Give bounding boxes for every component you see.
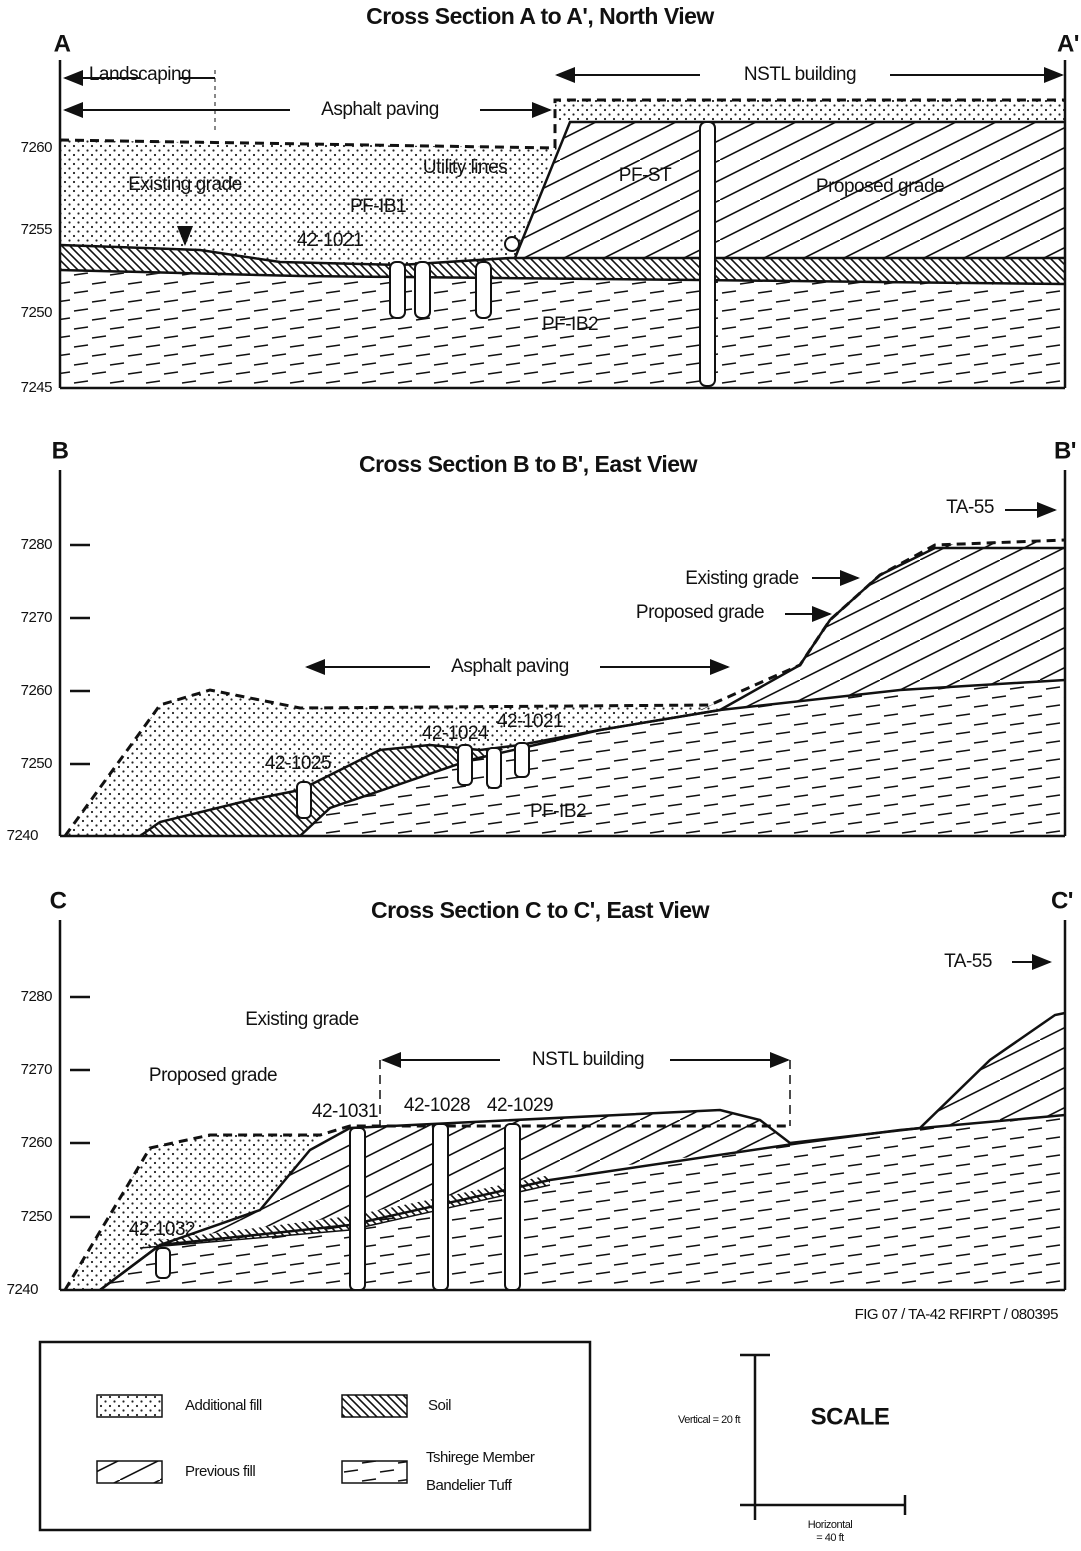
legend-swatch <box>342 1461 407 1483</box>
section-title: Cross Section B to B', East View <box>359 451 698 477</box>
elevation: 7255 <box>21 221 53 238</box>
label: 42-1025 <box>265 753 331 774</box>
label: PF-ST <box>619 165 672 186</box>
elevation: 7270 <box>21 1061 53 1078</box>
elevation: 7280 <box>21 988 53 1005</box>
well <box>297 782 311 818</box>
elevation: 7260 <box>21 139 53 156</box>
section-label: B' <box>1054 437 1076 464</box>
elevation: 7260 <box>21 1134 53 1151</box>
well <box>415 262 430 318</box>
label: 42-1024 <box>422 723 489 744</box>
legend-swatch <box>97 1461 162 1483</box>
legend-label: Additional fill <box>185 1397 262 1414</box>
legend-box <box>40 1342 590 1530</box>
scale: SCALE Vertical = 20 ft Horizontal = 40 f… <box>678 1355 905 1544</box>
previous-fill <box>515 122 1065 258</box>
well <box>505 1124 520 1290</box>
elevation-ticks <box>70 997 90 1217</box>
label: Proposed grade <box>149 1065 277 1086</box>
label: NSTL building <box>532 1049 644 1070</box>
label: PF-IB1 <box>350 196 406 217</box>
well <box>433 1124 448 1290</box>
legend-label: Tshirege Member <box>426 1449 535 1466</box>
section-label: C <box>50 887 67 914</box>
section-title: Cross Section A to A', North View <box>366 3 714 29</box>
section-a: Cross Section A to A', North View A A' 7… <box>21 3 1079 396</box>
section-label: C' <box>1051 887 1073 914</box>
label: Proposed grade <box>816 176 944 197</box>
legend-label: Bandelier Tuff <box>426 1477 513 1494</box>
legend-label: Previous fill <box>185 1463 255 1480</box>
elevation: 7250 <box>21 304 53 321</box>
elevation: 7245 <box>21 379 53 396</box>
elevation: 7240 <box>7 827 39 844</box>
label: Landscaping <box>89 64 191 85</box>
scale-label: Vertical = 20 ft <box>678 1414 740 1426</box>
elevation: 7240 <box>7 1281 39 1298</box>
label: Existing grade <box>128 174 241 195</box>
section-label: A <box>54 30 71 57</box>
well <box>458 745 472 785</box>
section-title: Cross Section C to C', East View <box>371 897 710 923</box>
label: 42-1029 <box>487 1095 553 1116</box>
scale-label: = 40 ft <box>816 1532 844 1544</box>
well <box>350 1128 365 1290</box>
well <box>700 122 715 386</box>
legend: Additional fill Soil Previous fill Tshir… <box>40 1342 590 1530</box>
section-c: Cross Section C to C', East View C C' 72… <box>7 887 1073 1298</box>
cross-section-figure: Cross Section A to A', North View A A' 7… <box>0 0 1081 1551</box>
label: PF-IB2 <box>530 801 586 822</box>
label: Existing grade <box>245 1009 358 1030</box>
section-b: Cross Section B to B', East View B B' 72… <box>7 437 1076 844</box>
legend-swatch <box>342 1395 407 1417</box>
elevation: 7280 <box>21 536 53 553</box>
elevation: 7250 <box>21 1208 53 1225</box>
label: Existing grade <box>685 568 798 589</box>
label: 42-1021 <box>497 711 563 732</box>
additional-fill <box>555 100 1065 122</box>
elevation: 7260 <box>21 682 53 699</box>
legend-label: Soil <box>428 1397 451 1414</box>
elevation: 7270 <box>21 609 53 626</box>
scale-label: Horizontal <box>808 1519 853 1531</box>
elevation: 7250 <box>21 755 53 772</box>
label: PF-IB2 <box>542 314 598 335</box>
scale-title: SCALE <box>811 1403 890 1430</box>
well <box>487 748 501 788</box>
figure-id: FIG 07 / TA-42 RFIRPT / 080395 <box>855 1306 1059 1323</box>
label: Proposed grade <box>636 602 764 623</box>
label: Utility lines <box>423 157 507 178</box>
label: Asphalt paving <box>451 656 569 677</box>
label: TA-55 <box>944 951 992 972</box>
label: NSTL building <box>744 64 856 85</box>
well <box>390 262 405 318</box>
label: 42-1021 <box>297 230 363 251</box>
legend-swatch <box>97 1395 162 1417</box>
well <box>515 743 529 777</box>
section-label: B <box>52 437 69 464</box>
utility-line <box>505 237 519 251</box>
label: Asphalt paving <box>321 99 439 120</box>
label: TA-55 <box>946 497 994 518</box>
well <box>156 1248 170 1278</box>
label: 42-1032 <box>129 1219 195 1240</box>
label: 42-1031 <box>312 1101 378 1122</box>
elevation-ticks <box>70 545 90 764</box>
well <box>476 262 491 318</box>
label: 42-1028 <box>404 1095 470 1116</box>
section-label: A' <box>1057 30 1079 57</box>
